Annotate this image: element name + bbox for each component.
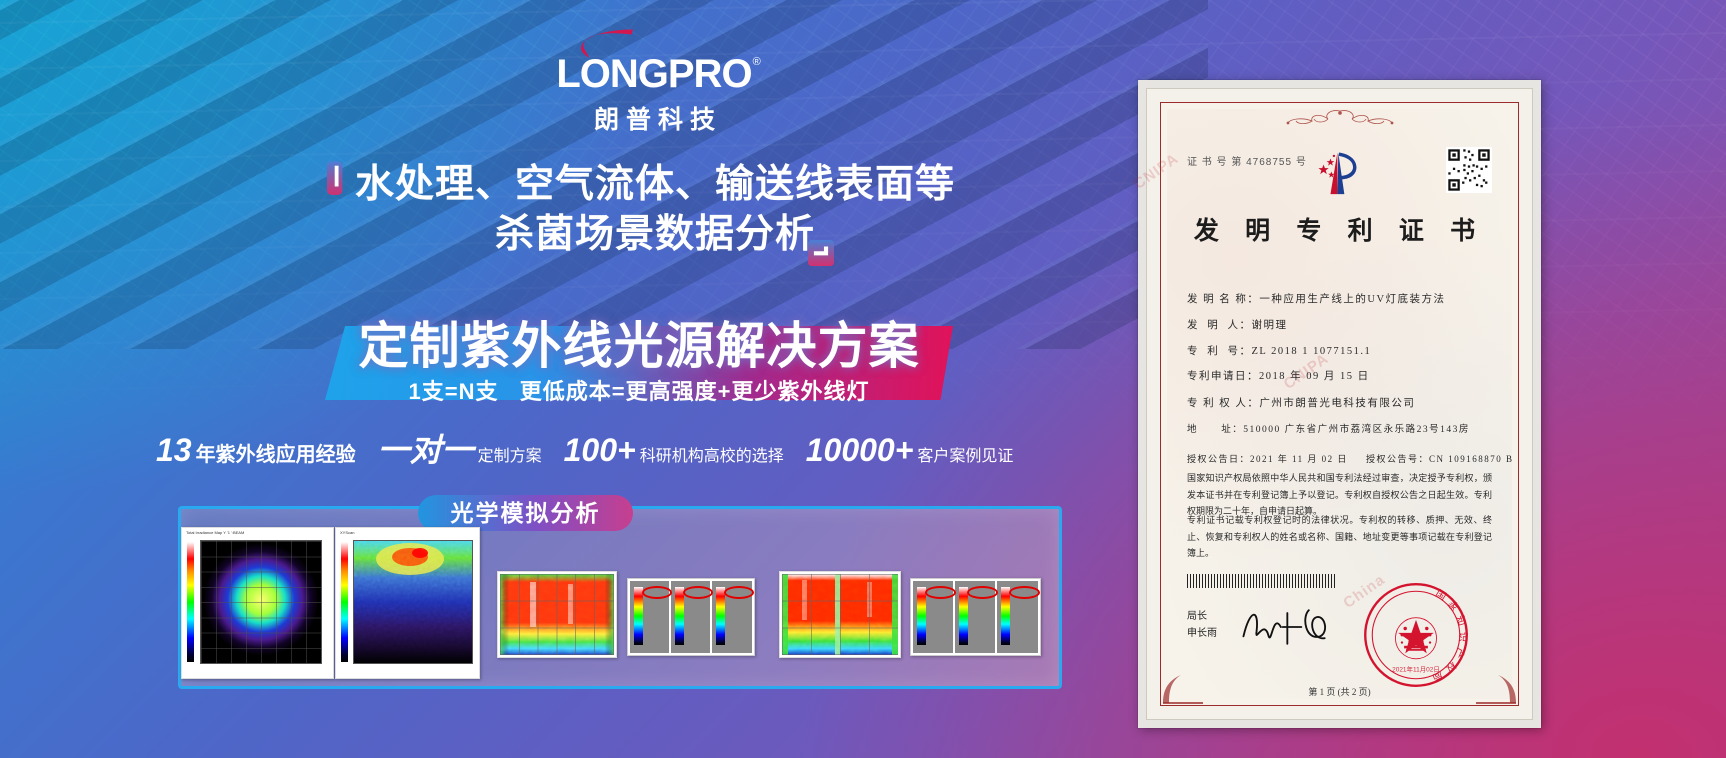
svg-text:2021​年11月02日: 2021​年11月02日: [1392, 665, 1440, 674]
